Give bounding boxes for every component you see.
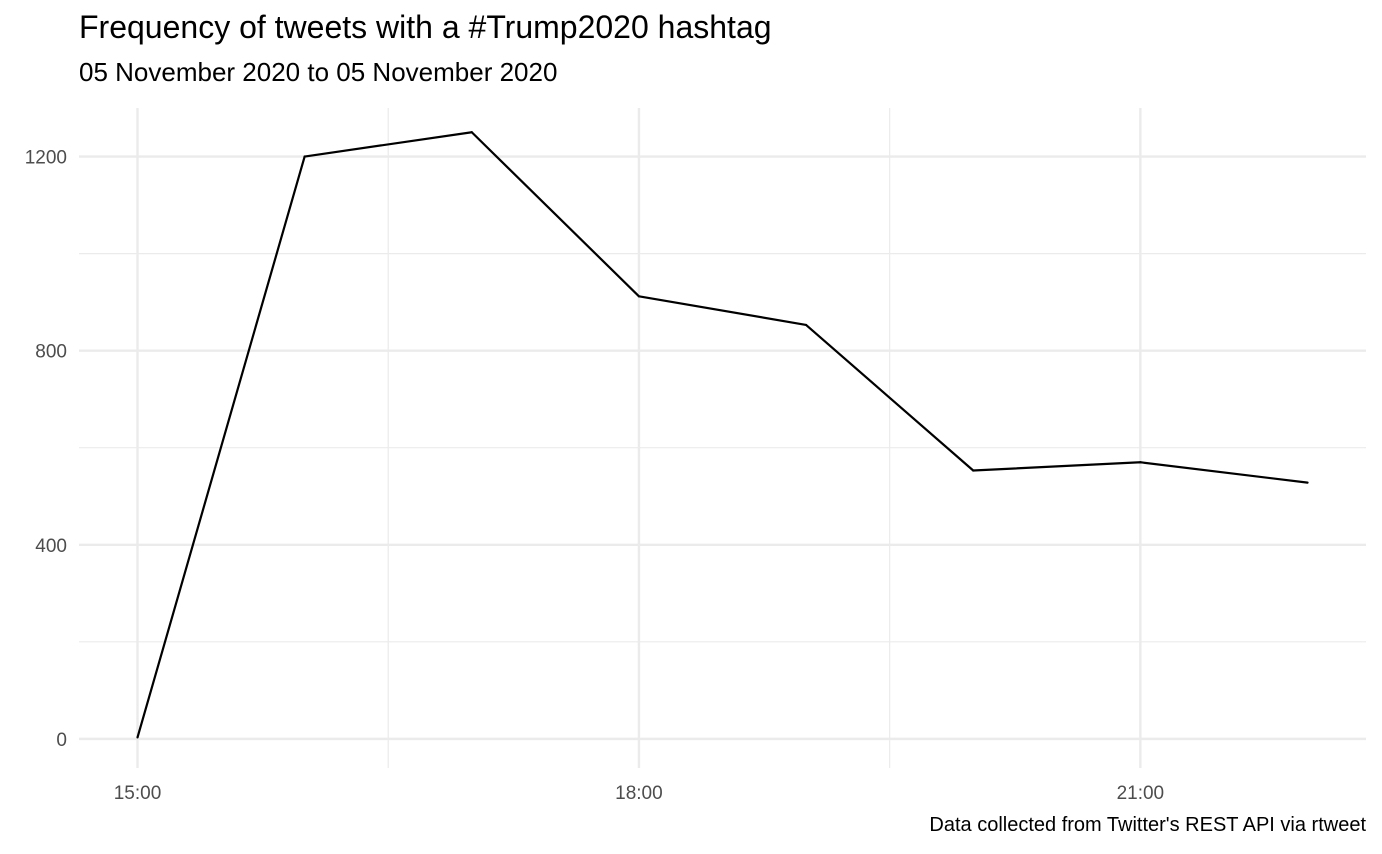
y-tick-label: 1200 <box>25 148 67 169</box>
data-point <box>1306 481 1309 484</box>
data-point <box>303 155 306 158</box>
data-point <box>136 736 139 739</box>
x-tick-label: 15:00 <box>114 783 162 804</box>
chart-caption: Data collected from Twitter's REST API v… <box>929 814 1366 836</box>
y-axis-tick-labels: 0 400 800 1200 <box>25 148 67 751</box>
series-line-0 <box>136 131 1308 738</box>
y-tick-label: 0 <box>56 730 67 751</box>
y-tick-label: 400 <box>35 536 67 557</box>
x-tick-label: 21:00 <box>1117 783 1165 804</box>
x-axis-tick-labels: 15:00 18:00 21:00 <box>114 783 1164 804</box>
series-layer <box>136 131 1309 739</box>
data-point <box>804 323 808 327</box>
data-point <box>470 131 473 134</box>
major-gridlines <box>79 108 1366 768</box>
data-point <box>637 295 641 298</box>
chart-title: Frequency of tweets with a #Trump2020 ha… <box>79 9 772 45</box>
chart-subtitle: 05 November 2020 to 05 November 2020 <box>79 57 558 87</box>
y-tick-label: 800 <box>35 342 67 363</box>
data-point <box>972 469 975 472</box>
data-point <box>1139 461 1142 464</box>
x-tick-label: 18:00 <box>615 783 663 804</box>
minor-gridlines <box>79 108 1366 768</box>
